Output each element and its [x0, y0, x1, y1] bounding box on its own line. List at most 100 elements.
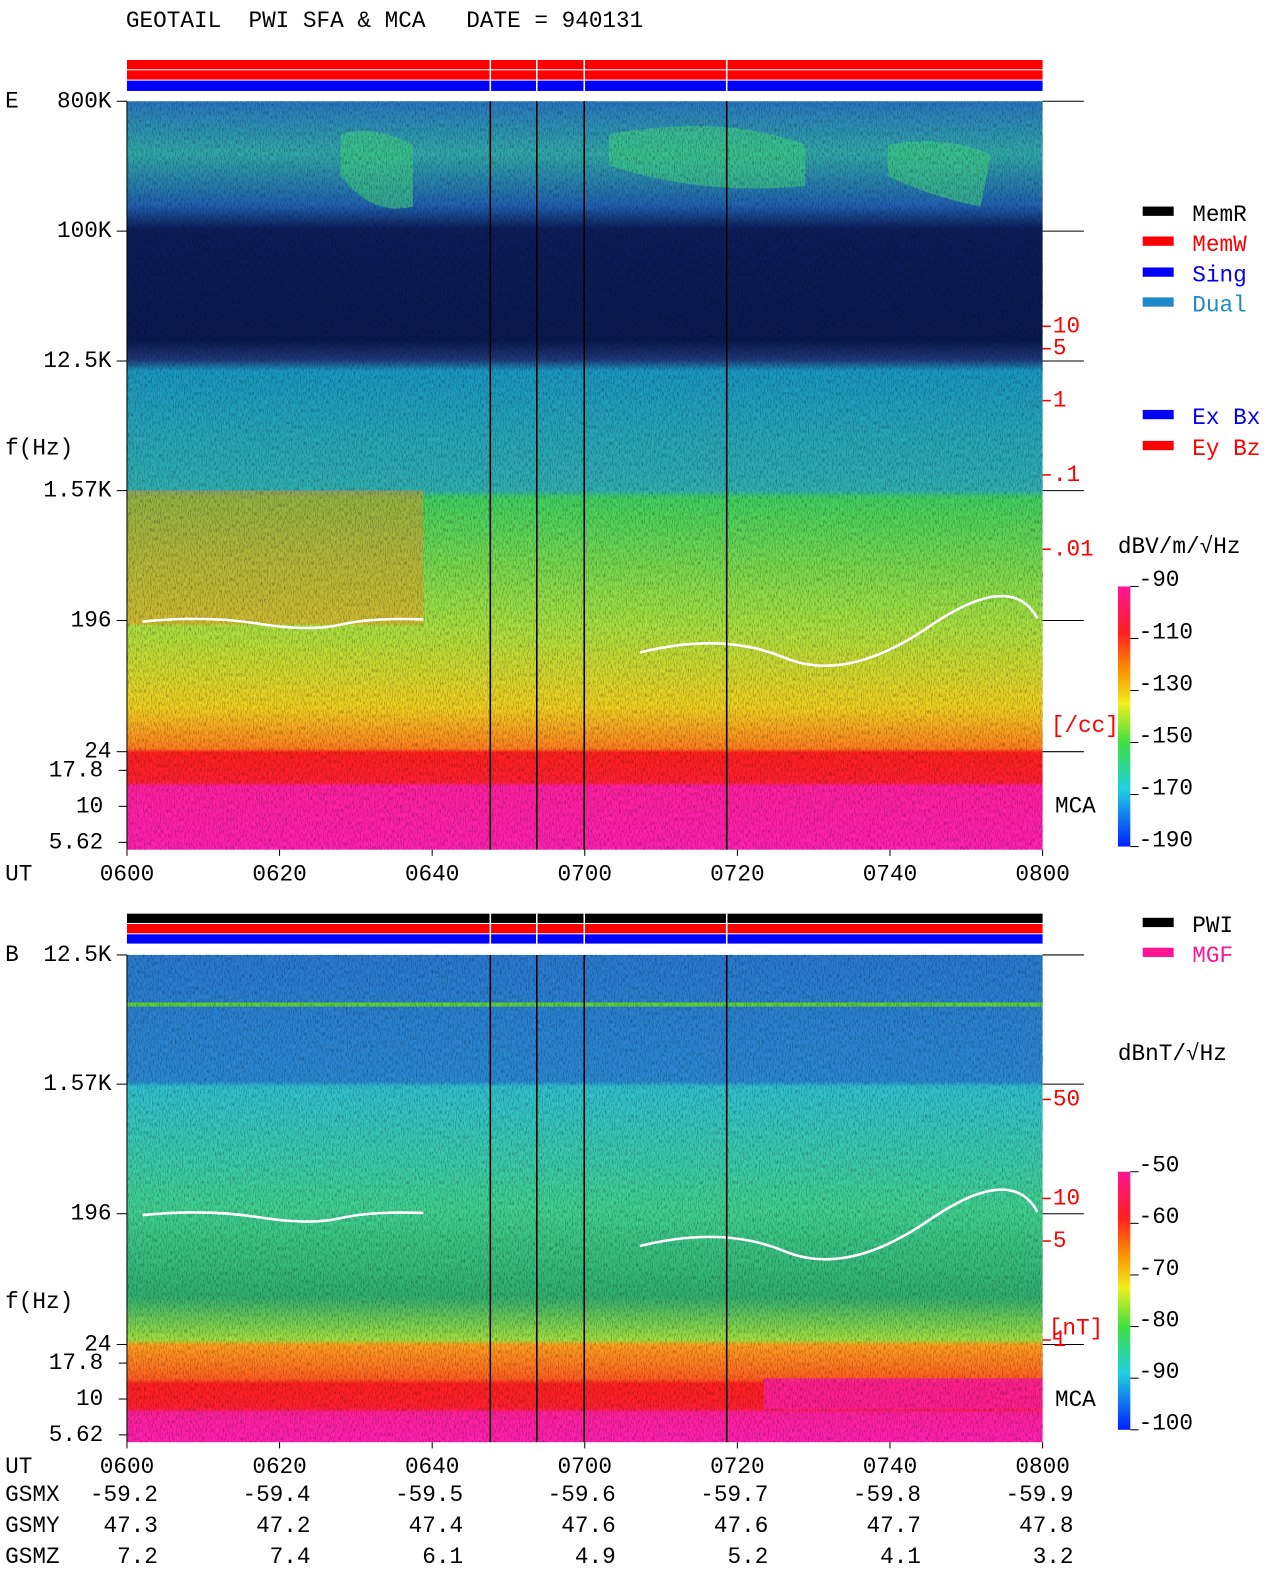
x-label: UT [5, 861, 32, 887]
legend-label: MGF [1192, 943, 1233, 969]
legend-swatch [1142, 947, 1174, 958]
y-tick-label: 12.5K [43, 942, 111, 968]
right-scale-label: [/cc] [1051, 713, 1119, 739]
plasma-line [142, 1188, 1039, 1261]
orbit-value: 47.6 [714, 1513, 768, 1539]
colorbar-label: dBV/m/√Hz [1118, 534, 1241, 560]
x-tick-label: 0640 [405, 861, 459, 887]
x-tick-label: 0600 [100, 861, 154, 887]
x-tick-label: 0740 [863, 1454, 917, 1480]
colorbar-tick-label: -190 [1139, 827, 1193, 853]
x-label: UT [5, 1454, 32, 1480]
x-tick-label: 0700 [558, 1454, 612, 1480]
orbit-value: -59.8 [853, 1482, 921, 1508]
legend-swatch [1142, 206, 1174, 216]
y-tick-label: 17.8 [49, 757, 103, 783]
legend-swatch [1142, 267, 1174, 277]
colorbar [1117, 1171, 1131, 1430]
x-tick-label: 0700 [558, 861, 612, 887]
right-tick-label: 5 [1053, 336, 1067, 362]
legend-swatch [1142, 917, 1174, 928]
legend-label: PWI [1192, 913, 1233, 939]
legend-label: Ey Bz [1192, 436, 1260, 462]
panel-label: E [5, 88, 19, 114]
colorbar-tick-label: -100 [1139, 1411, 1193, 1437]
colorbar-label: dBnT/√Hz [1118, 1041, 1227, 1067]
y-label: f(Hz) [5, 1289, 73, 1315]
legend-swatch [1142, 236, 1174, 246]
orbit-value: 47.4 [409, 1513, 463, 1539]
colorbar-tick-label: -110 [1139, 619, 1193, 645]
orbit-value: -59.7 [700, 1482, 768, 1508]
orbit-row-name: GSMY [5, 1513, 60, 1539]
orbit-row-name: GSMZ [5, 1544, 59, 1570]
legend-swatch [1142, 297, 1174, 307]
y-tick-label: 12.5K [43, 348, 111, 374]
orbit-row-name: GSMX [5, 1482, 60, 1508]
colorbar-tick-label: -60 [1139, 1204, 1180, 1230]
orbit-value: -59.9 [1005, 1482, 1073, 1508]
y-label: f(Hz) [5, 436, 73, 462]
orbit-value: 3.2 [1033, 1544, 1074, 1570]
right-tick-label: .01 [1053, 536, 1094, 562]
y-tick-label: 1.57K [43, 1071, 111, 1097]
orbit-value: 47.3 [103, 1513, 157, 1539]
legend-swatch [1142, 440, 1174, 451]
orbit-value: 47.8 [1019, 1513, 1073, 1539]
y-tick-label: 10 [76, 1386, 103, 1412]
x-tick-label: 0600 [100, 1454, 154, 1480]
legend-label: MemW [1192, 232, 1247, 258]
colorbar-tick-label: -90 [1139, 1359, 1180, 1385]
right-tick-label: 50 [1053, 1086, 1080, 1112]
right-tick-label: 10 [1053, 313, 1080, 339]
right-tick-label: 1 [1053, 1327, 1067, 1353]
x-tick-label: 0720 [710, 861, 764, 887]
colorbar-tick-label: -90 [1139, 567, 1180, 593]
right-tick-label: .1 [1053, 462, 1080, 488]
x-tick-label: 0640 [405, 1454, 459, 1480]
x-tick-label: 0720 [710, 1454, 764, 1480]
colorbar-tick-label: -70 [1139, 1256, 1180, 1282]
orbit-value: 6.1 [422, 1544, 463, 1570]
orbit-value: -59.5 [395, 1482, 463, 1508]
right-scale-label: [nT] [1049, 1316, 1103, 1342]
legend-label: Ex Bx [1192, 405, 1260, 431]
legend-label: Sing [1192, 263, 1246, 289]
orbit-value: -59.4 [242, 1482, 310, 1508]
colorbar [1117, 586, 1131, 847]
orbit-value: 4.9 [575, 1544, 616, 1570]
colorbar-tick-label: -50 [1139, 1153, 1180, 1179]
orbit-value: 47.6 [561, 1513, 615, 1539]
y-tick-label: 100K [57, 218, 112, 244]
y-tick-label: 17.8 [49, 1350, 103, 1376]
colorbar-tick-label: -130 [1139, 671, 1193, 697]
legend-swatch [1142, 409, 1174, 420]
orbit-value: 47.7 [866, 1513, 920, 1539]
plasma-line [142, 594, 1039, 668]
x-tick-label: 0800 [1015, 861, 1069, 887]
y-tick-label: 5.62 [49, 1422, 103, 1448]
mca-label: MCA [1055, 1387, 1096, 1413]
y-tick-label: 24 [84, 739, 111, 765]
x-tick-label: 0620 [252, 1454, 306, 1480]
y-tick-label: 196 [71, 608, 112, 634]
orbit-value: 7.4 [270, 1544, 311, 1570]
orbit-value: 47.2 [256, 1513, 310, 1539]
right-tick-label: 5 [1053, 1228, 1067, 1254]
x-tick-label: 0800 [1015, 1454, 1069, 1480]
legend-label: MemR [1192, 202, 1247, 228]
colorbar-tick-label: -150 [1139, 723, 1193, 749]
colorbar-tick-label: -170 [1139, 775, 1193, 801]
right-tick-label: 1 [1053, 388, 1067, 414]
mca-label: MCA [1055, 793, 1096, 819]
y-tick-label: 5.62 [49, 829, 103, 855]
y-tick-label: 1.57K [43, 478, 111, 504]
orbit-value: -59.2 [90, 1482, 158, 1508]
legend-label: Dual [1192, 293, 1246, 319]
orbit-value: 5.2 [727, 1544, 768, 1570]
orbit-value: 4.1 [880, 1544, 921, 1570]
colorbar-tick-label: -80 [1139, 1307, 1180, 1333]
y-tick-label: 24 [84, 1331, 111, 1357]
